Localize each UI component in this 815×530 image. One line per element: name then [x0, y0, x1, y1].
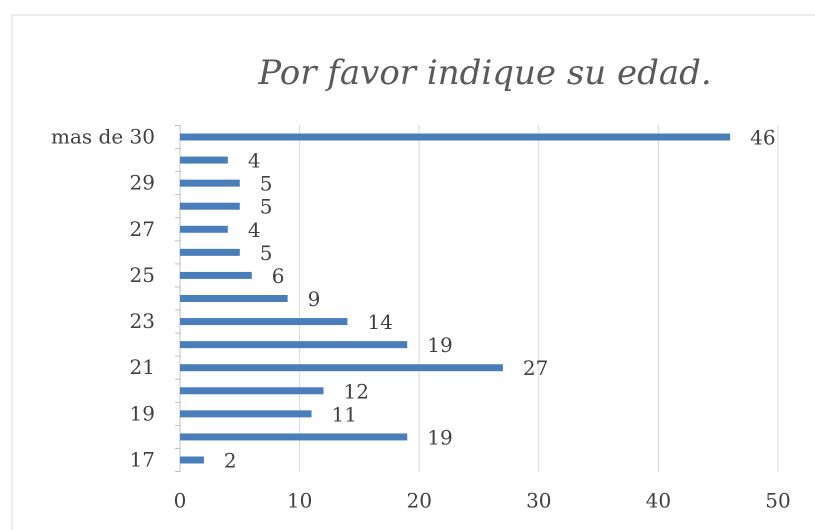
- bar: [180, 456, 204, 464]
- data-label: 27: [523, 356, 548, 380]
- y-tick-label: 17: [130, 448, 155, 472]
- data-label: 6: [272, 264, 285, 288]
- y-tick-label: 19: [130, 401, 155, 425]
- data-label: 46: [750, 126, 775, 150]
- data-label: 4: [248, 149, 261, 173]
- data-label: 5: [260, 241, 273, 265]
- y-tick-label: 29: [130, 171, 155, 195]
- data-label: 19: [427, 333, 452, 357]
- data-label: 11: [332, 402, 357, 426]
- data-label: 19: [427, 425, 452, 449]
- x-tick-label: 30: [526, 489, 551, 513]
- x-tick-label: 10: [287, 489, 312, 513]
- bar: [180, 225, 228, 233]
- y-tick-label: mas de 30: [51, 125, 155, 149]
- x-tick-label: 0: [174, 489, 187, 513]
- bar: [180, 248, 240, 256]
- bar: [180, 433, 408, 441]
- y-tick-label: 27: [130, 217, 155, 241]
- data-label: 2: [224, 449, 237, 473]
- data-label: 9: [308, 287, 321, 311]
- data-label: 5: [260, 195, 273, 219]
- bar: [180, 387, 324, 395]
- chart-title: Por favor indique su edad.: [257, 53, 712, 93]
- data-label: 14: [367, 310, 392, 334]
- bar: [180, 295, 288, 302]
- chart-frame: [11, 14, 815, 530]
- bar: [180, 133, 731, 141]
- y-tick-label: 23: [130, 309, 155, 333]
- bar: [180, 179, 240, 187]
- y-tick-label: 21: [130, 355, 155, 379]
- bar: [180, 271, 252, 279]
- y-tick-label: 25: [130, 263, 155, 287]
- data-label: 5: [260, 172, 273, 196]
- x-tick-label: 50: [765, 489, 790, 513]
- data-label: 4: [248, 218, 261, 242]
- x-tick-label: 40: [646, 489, 671, 513]
- bar: [180, 318, 348, 326]
- bar: [180, 341, 408, 349]
- x-tick-label: 20: [406, 489, 431, 513]
- bar: [180, 410, 312, 418]
- data-label: 12: [344, 379, 369, 403]
- bar: [180, 202, 240, 210]
- bar: [180, 156, 228, 164]
- bar: [180, 364, 503, 372]
